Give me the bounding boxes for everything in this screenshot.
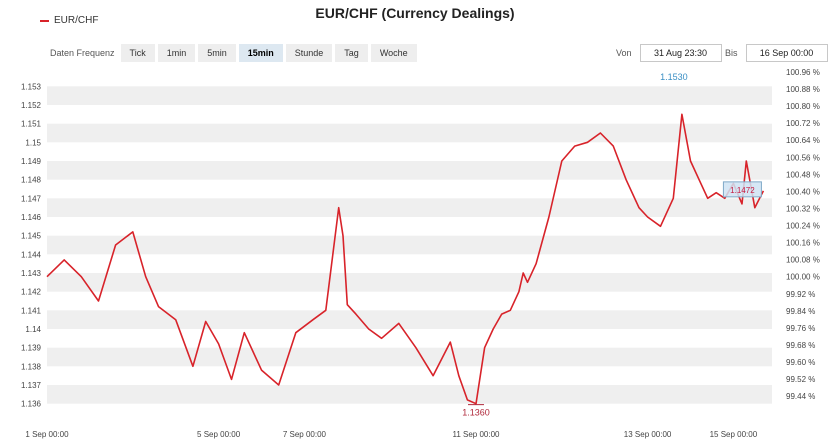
- max-value-label: 1.1530: [660, 72, 688, 82]
- current-value-box: [722, 181, 762, 198]
- y2-tick-label: 99.76 %: [786, 324, 815, 333]
- y2-tick-label: 99.60 %: [786, 358, 815, 367]
- grid-band: [47, 86, 772, 105]
- frequency-toolbar: Daten Frequenz Tick 1min 5min 15min Stun…: [50, 44, 420, 62]
- y2-tick-label: 100.96 %: [786, 68, 820, 77]
- y-tick-label: 1.141: [21, 306, 42, 315]
- freq-button-woche[interactable]: Woche: [370, 44, 417, 62]
- from-label: Von: [616, 48, 632, 58]
- grid-band: [47, 385, 772, 404]
- x-tick-label: 1 Sep 00:00: [25, 430, 69, 439]
- grid-band: [47, 347, 772, 367]
- y-tick-label: 1.143: [21, 269, 42, 278]
- y-tick-label: 1.15: [25, 138, 41, 147]
- y2-tick-label: 99.52 %: [786, 375, 815, 384]
- y-tick-label: 1.138: [21, 362, 42, 371]
- y-tick-label: 1.151: [21, 120, 42, 129]
- y-tick-label: 1.137: [21, 381, 42, 390]
- freq-button-5min[interactable]: 5min: [198, 44, 236, 62]
- chart-title: EUR/CHF (Currency Dealings): [315, 5, 515, 21]
- y2-tick-label: 100.08 %: [786, 256, 820, 265]
- series-line-eurchf: [46, 113, 765, 405]
- date-range-to: Bis 16 Sep 00:00: [725, 44, 828, 62]
- y2-tick-label: 100.56 %: [786, 153, 820, 162]
- y2-tick-label: 100.32 %: [786, 204, 820, 213]
- grid-band: [47, 161, 772, 180]
- legend-swatch: [40, 19, 49, 22]
- date-range-from: Von 31 Aug 23:30: [616, 44, 722, 62]
- x-tick-label: 15 Sep 00:00: [710, 430, 758, 439]
- y-tick-label: 1.152: [21, 101, 42, 110]
- y-tick-label: 1.136: [21, 400, 42, 409]
- y2-tick-label: 99.44 %: [786, 392, 815, 401]
- y-tick-label: 1.153: [21, 82, 42, 91]
- freq-button-tick[interactable]: Tick: [120, 44, 155, 62]
- legend[interactable]: EUR/CHF: [40, 15, 98, 26]
- y-tick-label: 1.147: [21, 194, 42, 203]
- from-date-input[interactable]: 31 Aug 23:30: [639, 44, 722, 62]
- min-value-label: 1.1360: [462, 408, 490, 418]
- y2-tick-label: 100.48 %: [786, 170, 820, 179]
- y-tick-label: 1.149: [21, 157, 42, 166]
- grid-band: [47, 123, 772, 143]
- y2-tick-label: 99.68 %: [786, 341, 815, 350]
- freq-button-15min[interactable]: 15min: [238, 44, 283, 62]
- frequency-label: Daten Frequenz: [50, 48, 115, 58]
- y2-tick-label: 100.72 %: [786, 119, 820, 128]
- y-tick-label: 1.145: [21, 232, 42, 241]
- y2-tick-label: 99.92 %: [786, 290, 815, 299]
- freq-button-tag[interactable]: Tag: [335, 44, 368, 62]
- freq-button-1min[interactable]: 1min: [157, 44, 196, 62]
- current-value-label: 1.1472: [730, 186, 755, 195]
- y2-tick-label: 100.24 %: [786, 222, 820, 231]
- y2-tick-label: 99.84 %: [786, 307, 815, 316]
- freq-button-stunde[interactable]: Stunde: [285, 44, 333, 62]
- grid-band: [47, 310, 772, 329]
- legend-series-label: EUR/CHF: [54, 15, 99, 26]
- to-label: Bis: [725, 48, 738, 58]
- y2-tick-label: 100.00 %: [786, 273, 820, 282]
- x-tick-label: 11 Sep 00:00: [452, 430, 500, 439]
- grid-band: [47, 273, 772, 292]
- x-tick-label: 7 Sep 00:00: [283, 430, 327, 439]
- y-tick-label: 1.139: [21, 344, 42, 353]
- y2-tick-label: 100.88 %: [786, 85, 820, 94]
- to-date-input[interactable]: 16 Sep 00:00: [745, 44, 828, 62]
- y2-tick-label: 100.80 %: [786, 102, 820, 111]
- y-tick-label: 1.146: [21, 213, 42, 222]
- y2-tick-label: 100.16 %: [786, 239, 820, 248]
- grid-band: [47, 235, 772, 255]
- y2-tick-label: 100.64 %: [786, 136, 820, 145]
- y2-tick-label: 100.40 %: [786, 187, 820, 196]
- grid-band: [47, 198, 772, 217]
- y-tick-label: 1.14: [25, 325, 41, 334]
- y-tick-label: 1.148: [21, 176, 42, 185]
- x-tick-label: 13 Sep 00:00: [624, 430, 672, 439]
- y-tick-label: 1.144: [21, 250, 42, 259]
- x-tick-label: 5 Sep 00:00: [197, 430, 241, 439]
- y-tick-label: 1.142: [21, 288, 42, 297]
